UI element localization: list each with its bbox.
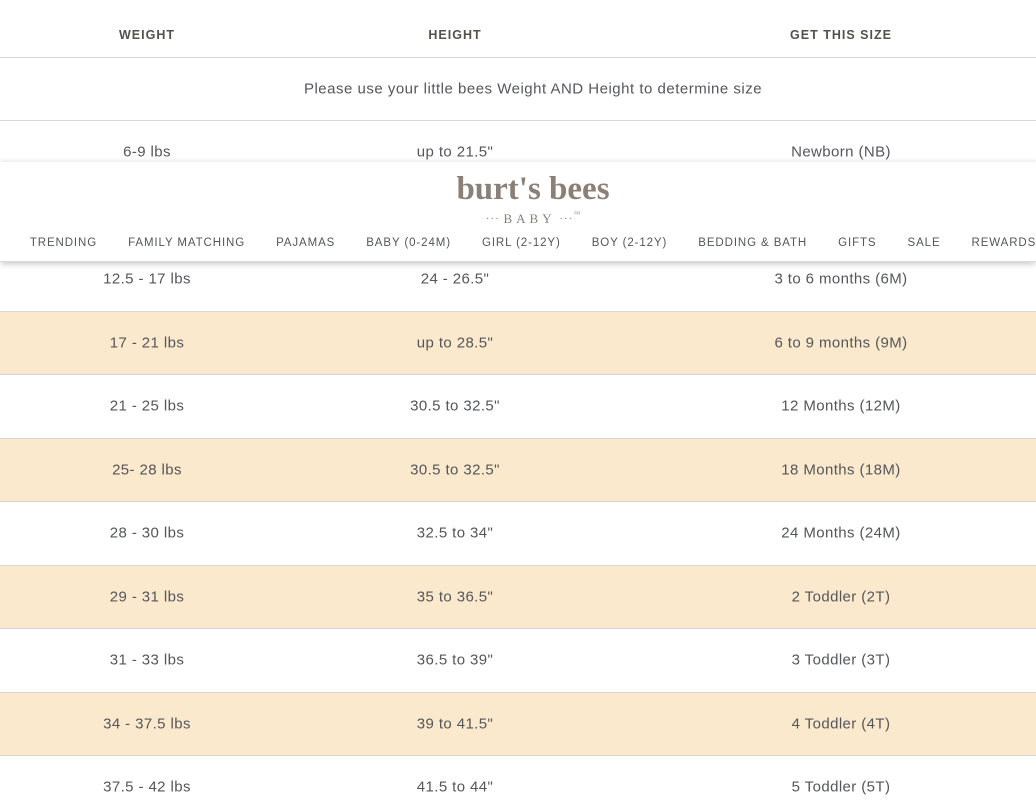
size-chart-note: Please use your little bees Weight AND H… (303, 80, 763, 98)
height-cell: 39 to 41.5" (416, 715, 494, 733)
height-cell: 30.5 to 32.5" (410, 461, 500, 479)
nav-item-pajamas[interactable]: PAJAMAS (276, 237, 336, 249)
nav-item-bedding-bath[interactable]: BEDDING & BATH (698, 237, 808, 249)
nav-item-sale[interactable]: SALE (907, 237, 941, 249)
table-row-18m: 25- 28 lbs 30.5 to 32.5" 18 Months (18M) (0, 438, 1036, 502)
height-cell: 36.5 to 39" (416, 651, 494, 669)
site-header: burt's bees ··· BABY ···™ TRENDING FAMIL… (0, 162, 1036, 262)
table-row-4t: 34 - 37.5 lbs 39 to 41.5" 4 Toddler (4T) (0, 692, 1036, 756)
weight-cell: 12.5 - 17 lbs (103, 270, 191, 288)
column-header-weight: WEIGHT (119, 28, 175, 42)
logo-baby-line: ··· BABY ···™ (456, 207, 609, 226)
nav-item-boy[interactable]: BOY (2-12Y) (591, 237, 668, 249)
size-cell: 6 to 9 months (9M) (774, 334, 908, 352)
logo-wordmark: burt's bees (456, 171, 610, 207)
size-cell: 4 Toddler (4T) (791, 715, 891, 733)
size-cell: 24 Months (24M) (781, 524, 901, 542)
size-chart-note-row: Please use your little bees Weight AND H… (0, 58, 1036, 121)
weight-cell: 21 - 25 lbs (109, 397, 185, 415)
weight-cell: 31 - 33 lbs (109, 651, 185, 669)
nav-item-girl[interactable]: GIRL (2-12Y) (481, 237, 561, 249)
table-row-12m: 21 - 25 lbs 30.5 to 32.5" 12 Months (12M… (0, 375, 1036, 439)
column-header-height: HEIGHT (428, 28, 482, 42)
size-cell: 18 Months (18M) (781, 461, 901, 479)
weight-cell: 29 - 31 lbs (109, 588, 185, 606)
main-nav: TRENDING FAMILY MATCHING PAJAMAS BABY (0… (30, 237, 1036, 249)
size-cell: 12 Months (12M) (781, 397, 901, 415)
size-chart-header-row: WEIGHT HEIGHT GET THIS SIZE (0, 0, 1036, 58)
nav-item-baby[interactable]: BABY (0-24M) (366, 237, 451, 249)
height-cell: up to 21.5" (416, 143, 494, 161)
height-cell: 41.5 to 44" (416, 778, 494, 796)
weight-cell: 25- 28 lbs (112, 461, 182, 479)
table-row-3t: 31 - 33 lbs 36.5 to 39" 3 Toddler (3T) (0, 629, 1036, 693)
size-cell: Newborn (NB) (791, 143, 891, 161)
burts-bees-baby-logo[interactable]: burt's bees ··· BABY ···™ (456, 172, 609, 226)
weight-cell: 17 - 21 lbs (109, 334, 185, 352)
logo-dots-left: ··· (485, 213, 504, 225)
height-cell: 24 - 26.5" (420, 270, 490, 288)
height-cell: 35 to 36.5" (416, 588, 494, 606)
column-header-get-this-size: GET THIS SIZE (790, 28, 892, 42)
nav-item-gifts[interactable]: GIFTS (838, 237, 877, 249)
table-row-5t: 37.5 - 42 lbs 41.5 to 44" 5 Toddler (5T) (0, 756, 1036, 810)
table-row-2t: 29 - 31 lbs 35 to 36.5" 2 Toddler (2T) (0, 565, 1036, 629)
size-cell: 5 Toddler (5T) (791, 778, 891, 796)
size-cell: 3 Toddler (3T) (791, 651, 891, 669)
nav-item-rewards[interactable]: REWARDS (971, 237, 1036, 249)
weight-cell: 28 - 30 lbs (109, 524, 185, 542)
height-cell: 32.5 to 34" (416, 524, 494, 542)
size-cell: 2 Toddler (2T) (791, 588, 891, 606)
logo-dots-right: ··· (555, 213, 574, 225)
nav-item-family-matching[interactable]: FAMILY MATCHING (128, 237, 246, 249)
height-cell: up to 28.5" (416, 334, 494, 352)
table-row-9m: 17 - 21 lbs up to 28.5" 6 to 9 months (9… (0, 311, 1036, 375)
table-row-24m: 28 - 30 lbs 32.5 to 34" 24 Months (24M) (0, 502, 1036, 566)
logo-baby-text: BABY (503, 211, 556, 226)
weight-cell: 34 - 37.5 lbs (103, 715, 191, 733)
size-cell: 3 to 6 months (6M) (774, 270, 908, 288)
nav-item-trending[interactable]: TRENDING (29, 237, 98, 249)
height-cell: 30.5 to 32.5" (410, 397, 500, 415)
trademark-symbol: ™ (573, 210, 581, 218)
weight-cell: 37.5 - 42 lbs (103, 778, 191, 796)
weight-cell: 6-9 lbs (123, 143, 171, 161)
